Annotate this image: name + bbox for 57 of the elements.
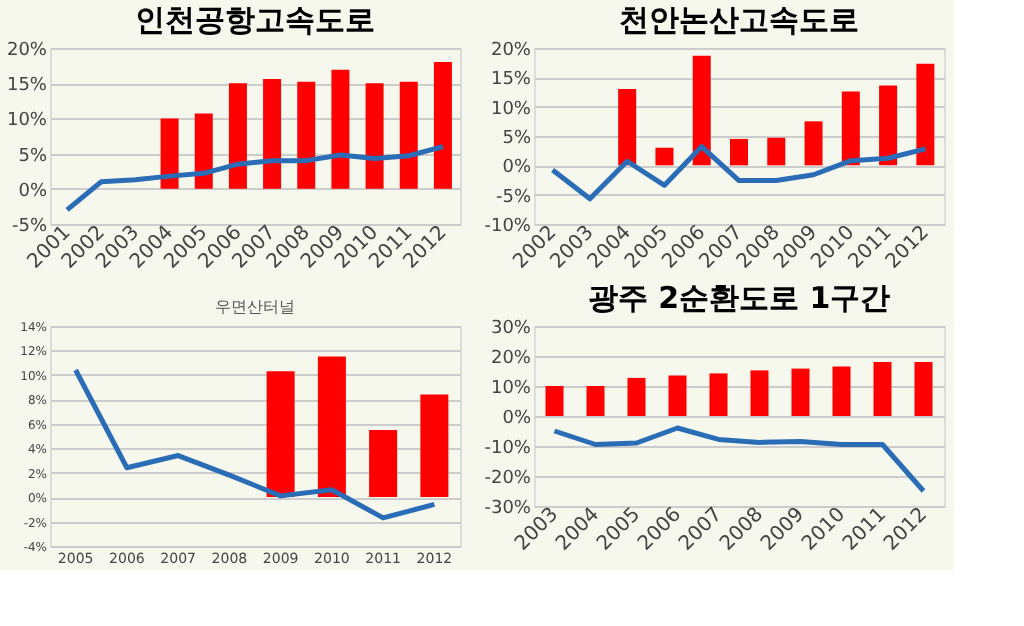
bar <box>916 63 935 166</box>
y-tick-label: 20% <box>490 41 532 61</box>
bar <box>627 377 646 416</box>
chart-title: 인천공항고속도로 <box>135 2 375 38</box>
y-tick-label: 5% <box>502 129 532 149</box>
bar <box>365 83 384 189</box>
y-tick-label: 10% <box>6 111 48 132</box>
line-series <box>64 144 446 213</box>
bar <box>263 78 282 189</box>
y-tick-label: -10% <box>484 439 532 459</box>
bar <box>767 137 786 166</box>
bar <box>399 81 418 189</box>
y-tick-label: 0% <box>502 409 532 429</box>
bar <box>655 147 674 166</box>
y-tick-label: -5% <box>495 187 532 208</box>
chart-title: 광주 2순환도로 1구간 <box>587 280 891 316</box>
bar <box>750 370 769 416</box>
line-series <box>73 367 437 521</box>
bar <box>692 55 711 166</box>
bar <box>331 69 350 189</box>
y-tick-label: 10% <box>490 379 532 399</box>
bar <box>873 362 892 416</box>
y-tick-label: 20% <box>490 349 532 369</box>
bar <box>586 386 605 416</box>
bar <box>297 81 316 189</box>
y-tick-label: -20% <box>484 469 532 489</box>
bar <box>709 373 728 416</box>
y-tick-label: 15% <box>6 76 48 97</box>
line-series <box>550 144 928 202</box>
bar <box>804 121 823 166</box>
bar <box>618 89 637 166</box>
bar <box>668 375 687 416</box>
bar <box>914 362 933 416</box>
chart-title: 우면산터널 <box>215 298 295 316</box>
bar <box>832 366 851 416</box>
y-tick-label: 20% <box>6 41 48 61</box>
bar <box>791 368 810 416</box>
bar <box>420 394 449 498</box>
bar <box>730 138 748 166</box>
bar <box>317 356 346 498</box>
chart-title: 천안논산고속도로 <box>619 2 859 38</box>
y-tick-label: 10% <box>490 99 532 120</box>
y-tick-label: 5% <box>18 146 48 167</box>
bar <box>369 429 398 498</box>
y-tick-label: 0% <box>18 181 48 202</box>
bar <box>228 83 247 189</box>
bar <box>194 113 213 189</box>
y-tick-label: 0% <box>502 158 532 179</box>
bar <box>266 371 295 498</box>
bar <box>545 386 564 416</box>
bar <box>433 62 452 189</box>
y-tick-label: 15% <box>490 70 532 91</box>
bar <box>879 85 898 166</box>
y-tick-label: 30% <box>490 319 532 339</box>
line-series <box>552 425 926 494</box>
bar <box>841 91 860 166</box>
bar <box>160 118 179 189</box>
